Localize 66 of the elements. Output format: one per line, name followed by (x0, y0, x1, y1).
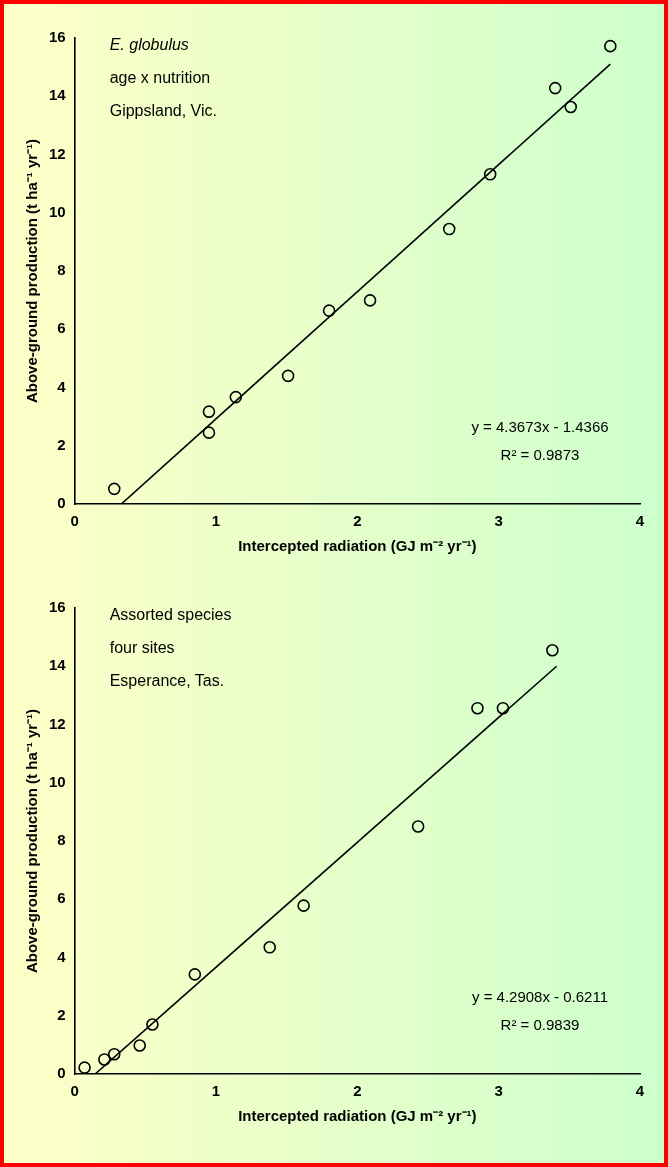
point (496, 701, 510, 715)
point (107, 482, 121, 496)
point (263, 941, 277, 954)
point (471, 701, 484, 715)
point (188, 968, 202, 981)
point (483, 168, 497, 181)
point (363, 294, 377, 307)
annotation: E. globulus (109, 36, 189, 53)
point (297, 899, 310, 912)
annotation: R² = 0.9873 (500, 446, 580, 463)
point (107, 1047, 121, 1061)
annotation: R² = 0.9839 (500, 1016, 580, 1033)
y-axis-title: Above-ground production (t ha⁻¹ yr⁻¹) (23, 138, 41, 404)
y-tick-label: 14 (49, 86, 67, 104)
x-tick-label: 1 (211, 1082, 221, 1100)
x-axis-title: Intercepted radiation (GJ m⁻² yr⁻¹) (238, 537, 477, 555)
y-tick-label: 10 (49, 772, 66, 790)
x-tick-label: 4 (635, 512, 645, 530)
point (546, 643, 559, 657)
y-tick-label: 2 (57, 435, 66, 453)
y-axis-title: Above-ground production (t ha⁻¹ yr⁻¹) (23, 708, 41, 974)
annotation: Assorted species (109, 606, 232, 623)
point (604, 39, 617, 53)
y-tick-label: 4 (57, 377, 67, 395)
y-tick-label: 14 (49, 656, 67, 674)
point (564, 100, 578, 114)
annotation: four sites (109, 639, 175, 656)
point (411, 820, 425, 833)
x-tick-label: 4 (635, 1082, 645, 1100)
x-tick-label: 2 (353, 512, 362, 530)
y-tick-label: 16 (49, 598, 66, 616)
y-tick-label: 6 (57, 889, 66, 907)
y-tick-label: 0 (57, 1064, 66, 1082)
x-tick-label: 3 (494, 1082, 503, 1100)
y-tick-label: 6 (57, 319, 66, 337)
y-tick-label: 8 (57, 831, 66, 849)
x-tick-label: 3 (494, 512, 503, 530)
x-axis-title: Intercepted radiation (GJ m⁻² yr⁻¹) (238, 1107, 477, 1125)
y-tick-label: 10 (49, 202, 66, 220)
y-tick-label: 2 (57, 1005, 66, 1023)
annotation: age x nutrition (109, 69, 211, 86)
y-tick-label: 12 (49, 144, 66, 162)
x-tick-label: 0 (70, 512, 79, 530)
point (202, 426, 216, 439)
y-tick-label: 8 (57, 261, 66, 279)
x-tick-label: 1 (211, 512, 221, 530)
point (322, 304, 336, 317)
point (202, 405, 216, 418)
x-tick-label: 0 (70, 1082, 79, 1100)
annotation: y = 4.3673x - 1.4366 (471, 418, 609, 435)
x-tick-label: 2 (353, 1082, 362, 1100)
point (78, 1061, 91, 1074)
point (548, 81, 562, 95)
y-tick-label: 16 (49, 28, 66, 46)
annotation: Gippsland, Vic. (109, 102, 218, 119)
point (98, 1053, 111, 1066)
annotation: y = 4.2908x - 0.6211 (471, 988, 609, 1005)
annotation: Esperance, Tas. (109, 672, 225, 689)
y-tick-label: 4 (57, 947, 67, 965)
point (146, 1018, 159, 1031)
y-tick-label: 0 (57, 494, 66, 512)
point (442, 222, 456, 236)
point (229, 390, 243, 404)
point (133, 1039, 146, 1052)
y-tick-label: 12 (49, 714, 66, 732)
point (281, 369, 295, 383)
